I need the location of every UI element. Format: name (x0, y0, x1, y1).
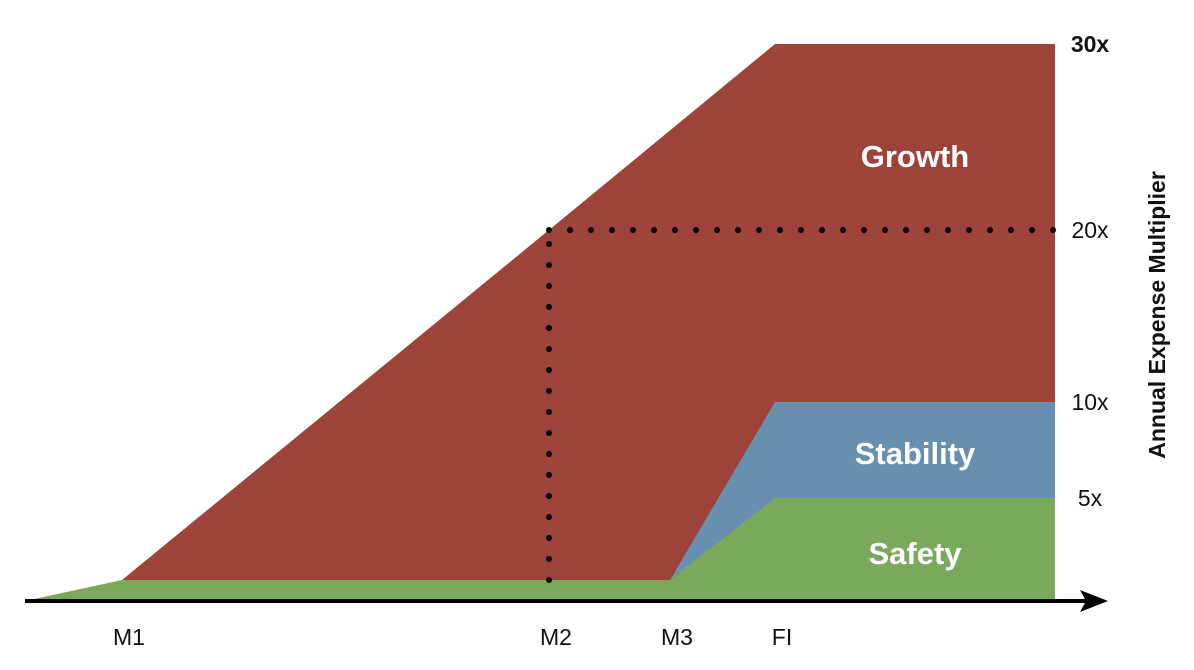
safety-area (25, 498, 1055, 601)
area-labels: Growth Stability Safety (855, 139, 976, 571)
y-axis-label: Annual Expense Multiplier (1144, 171, 1170, 459)
series-label-stability: Stability (855, 436, 976, 471)
x-tick-label: M2 (540, 624, 572, 650)
y-tick-label: 5x (1078, 485, 1103, 511)
x-tick-label: M3 (661, 624, 693, 650)
series-label-growth: Growth (861, 139, 970, 174)
x-ticks: M1 M2 M3 FI (113, 624, 792, 650)
reference-lines (546, 227, 1058, 583)
x-tick-label: M1 (113, 624, 145, 650)
series-label-safety: Safety (868, 536, 962, 571)
x-axis (25, 590, 1108, 612)
x-axis-arrowhead (1080, 590, 1108, 612)
y-ticks: 5x 10x 20x 30x (1071, 31, 1110, 511)
y-tick-label: 10x (1071, 389, 1109, 415)
chart-areas (25, 44, 1055, 601)
y-tick-label: 20x (1071, 217, 1109, 243)
y-tick-label: 30x (1071, 31, 1110, 57)
x-tick-label: FI (772, 624, 792, 650)
